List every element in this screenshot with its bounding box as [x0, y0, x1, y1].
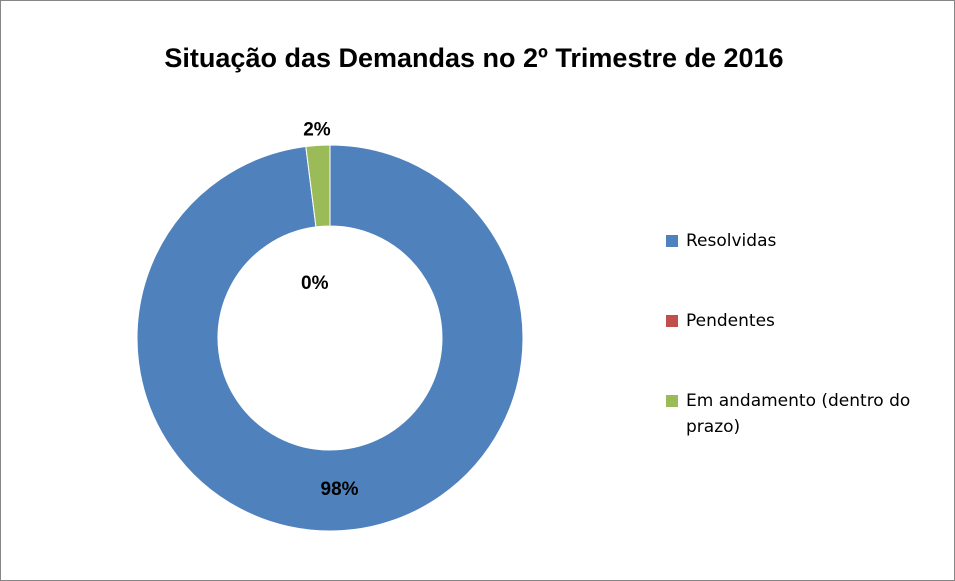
data-label: 2%	[303, 119, 331, 140]
legend-swatch	[666, 395, 678, 407]
legend-swatch	[666, 315, 678, 327]
legend-label: Em andamento (dentro do prazo)	[686, 391, 911, 437]
legend-swatch	[666, 235, 678, 247]
legend-label: Resolvidas	[686, 231, 777, 251]
data-label: 0%	[301, 273, 329, 294]
donut-slice	[305, 144, 331, 228]
legend-label: Pendentes	[686, 311, 775, 331]
donut-slice	[136, 144, 524, 532]
data-label: 98%	[321, 479, 359, 500]
chart-title: Situação das Demandas no 2º Trimestre de…	[164, 43, 783, 73]
